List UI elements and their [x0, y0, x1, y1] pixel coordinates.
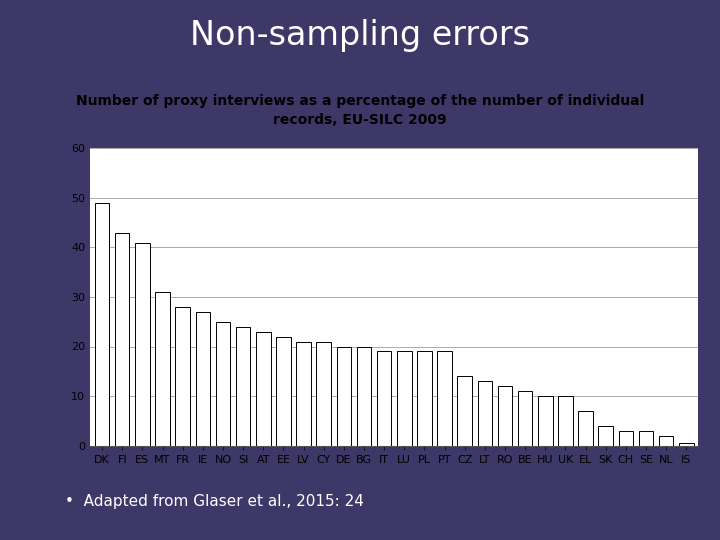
Bar [95, 203, 109, 446]
Text: •  Adapted from Glaser et al., 2015: 24: • Adapted from Glaser et al., 2015: 24 [65, 494, 364, 509]
Bar [276, 336, 291, 446]
Bar [498, 386, 512, 445]
Bar [538, 396, 552, 446]
Bar [578, 411, 593, 446]
Bar [196, 312, 210, 446]
Bar [518, 391, 532, 446]
Bar [336, 347, 351, 446]
Bar [679, 443, 693, 445]
Bar [397, 352, 412, 446]
Bar [156, 292, 170, 446]
Bar [356, 347, 372, 446]
Bar [216, 322, 230, 446]
Bar [135, 242, 150, 446]
Bar [457, 376, 472, 446]
Bar [618, 431, 633, 445]
Bar [558, 396, 572, 446]
Bar [316, 341, 331, 446]
Bar [256, 332, 271, 446]
Text: Number of proxy interviews as a percentage of the number of individual
records, : Number of proxy interviews as a percenta… [76, 94, 644, 127]
Bar [176, 307, 190, 446]
Bar [437, 352, 452, 446]
Text: Non-sampling errors: Non-sampling errors [190, 18, 530, 52]
Bar [115, 233, 130, 446]
Bar [659, 436, 673, 446]
Bar [297, 341, 311, 446]
Bar [236, 327, 251, 446]
Bar [377, 352, 392, 446]
Bar [639, 431, 653, 445]
Bar [598, 426, 613, 446]
Bar [417, 352, 432, 446]
Bar [477, 381, 492, 445]
